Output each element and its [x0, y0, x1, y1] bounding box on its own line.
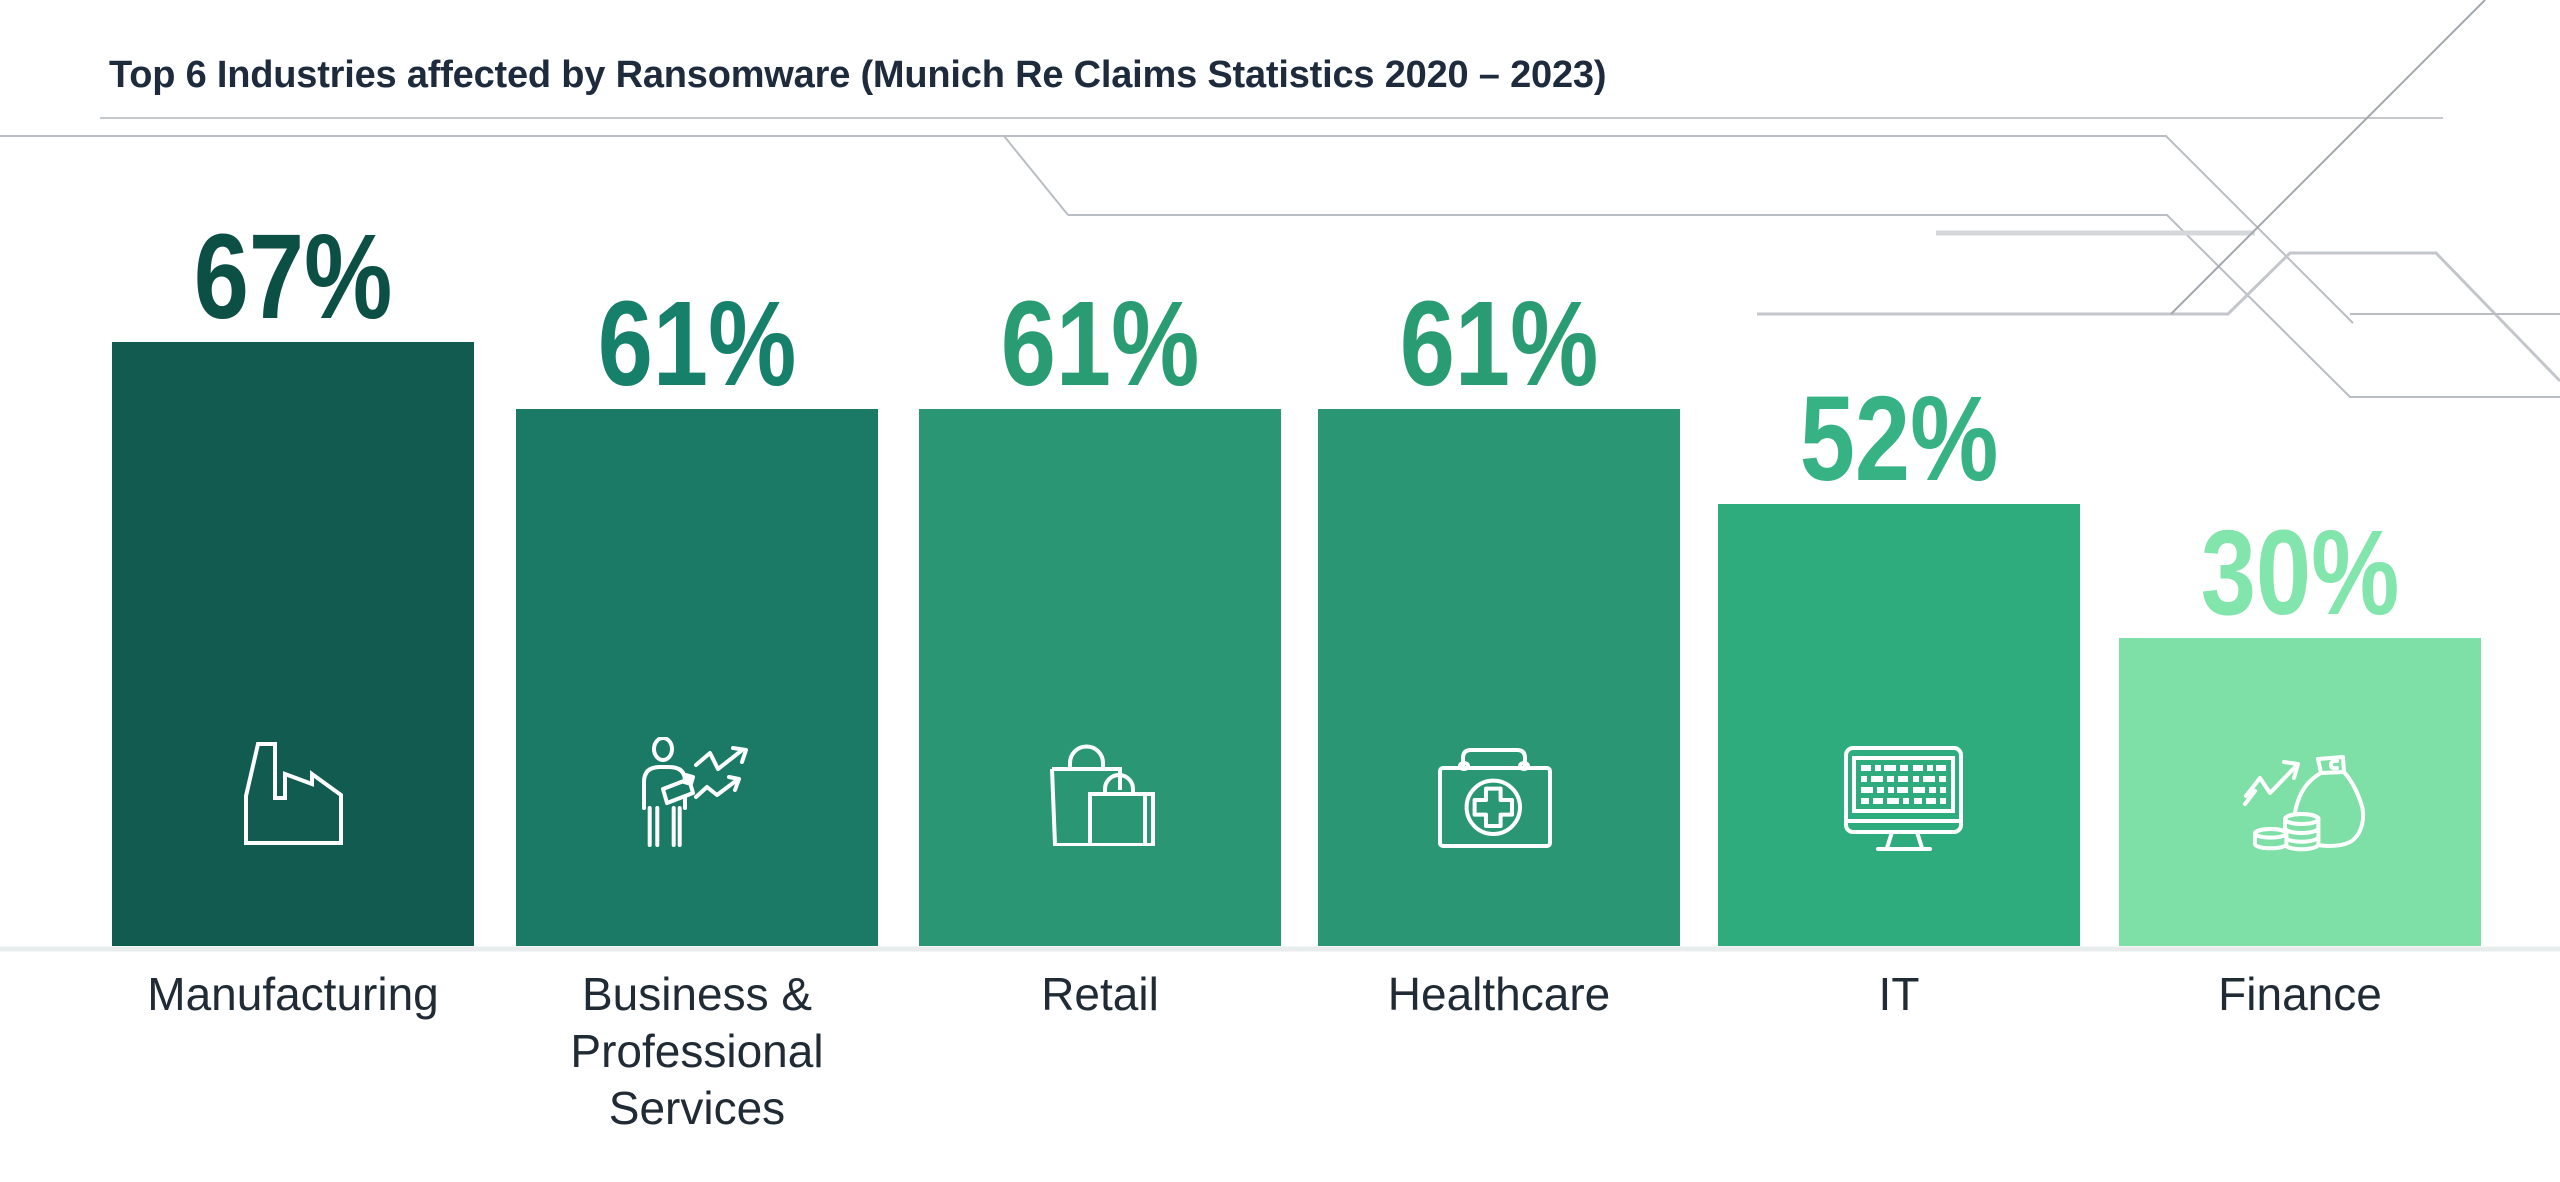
- bar-manufacturing: [112, 342, 474, 946]
- value-label: 30%: [2200, 504, 2400, 640]
- bar-healthcare: [1318, 409, 1680, 946]
- category-label: IT: [1878, 968, 1920, 1020]
- category-label: Manufacturing: [147, 968, 439, 1020]
- bar-business-professional-services: [516, 409, 878, 946]
- category-label: Retail: [1041, 968, 1159, 1020]
- value-label: 61%: [1000, 275, 1200, 411]
- decor-band-top: [0, 135, 2354, 324]
- factory-icon: [244, 742, 343, 845]
- computer-monitor-icon: [1844, 746, 1963, 851]
- person-growth-chart-icon: [642, 737, 748, 847]
- decor-ascending-diagonal: [2170, 0, 2486, 315]
- category-label: Finance: [2218, 968, 2382, 1020]
- bar-it: [1718, 504, 2080, 946]
- value-label: 52%: [1799, 370, 1999, 506]
- money-bag-coins-icon: [2243, 755, 2366, 852]
- decor-band-left-diagonal: [1003, 135, 1069, 216]
- first-aid-kit-icon: [1438, 748, 1552, 848]
- value-label: 61%: [597, 275, 797, 411]
- value-label: 61%: [1399, 275, 1599, 411]
- shopping-bags-icon: [1050, 744, 1155, 846]
- decor-band-bottom: [1068, 214, 2560, 398]
- chart-title: Top 6 Industries affected by Ransomware …: [109, 54, 1607, 96]
- category-label: Business & Professional Services: [570, 968, 824, 1134]
- value-label: 67%: [193, 208, 393, 344]
- decor-step-line: [1757, 251, 2560, 383]
- bar-retail: [919, 409, 1281, 946]
- category-label: Healthcare: [1387, 968, 1611, 1020]
